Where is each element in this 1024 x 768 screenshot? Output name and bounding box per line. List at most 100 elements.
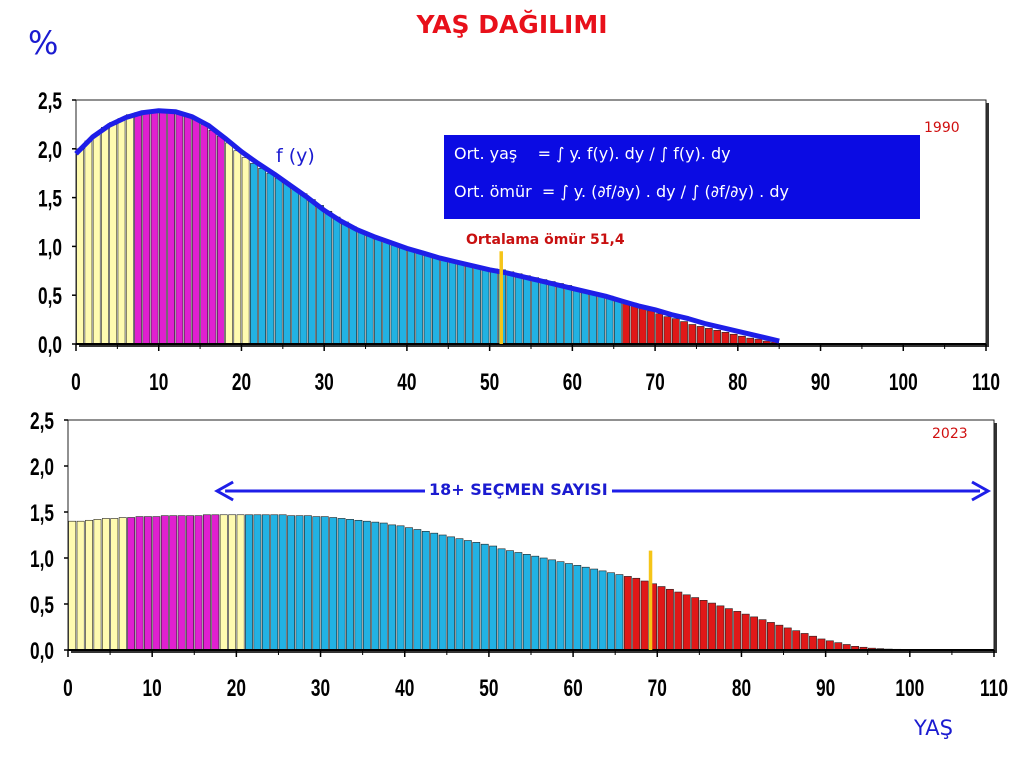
chart1-bar [647,310,655,345]
chart1-bar [233,150,242,345]
chart1-bar [539,279,548,345]
chart2-bar [800,633,809,651]
chart1-bar [688,324,697,345]
chart1-bar [440,257,448,345]
chart1-x-tick-label: 20 [232,369,251,395]
chart1-year-label: 1990 [924,120,960,136]
chart2-bar [480,543,489,651]
chart2-bar [177,515,186,651]
chart1-bar [101,127,109,345]
chart2-bar [421,531,430,651]
chart2-bar [775,624,784,651]
chart1-bar [614,298,622,345]
chart2-bar [733,611,742,651]
chart2-bar [607,572,615,651]
chart1-bar [489,268,498,345]
chart2-bar [211,514,220,651]
chart1-bar [655,313,664,345]
chart1-bar [283,182,291,345]
chart1-bar [349,226,357,345]
chart1-bar [589,291,597,345]
chart2-bar [573,565,582,651]
chart1-x-tick-label: 50 [480,369,499,395]
chart2-bar [110,518,119,651]
chart2-bar [354,519,363,651]
chart2-bar [497,548,506,651]
chart2-x-tick-label: 20 [227,675,246,701]
chart2-bar [463,540,472,651]
chart1-bar [92,133,101,345]
chart2-bar [118,517,127,651]
chart1-curve-fy [74,108,780,344]
chart1-bar [448,259,457,345]
chart1-x-tick-label: 30 [315,369,334,395]
chart1-bar [572,288,581,345]
chart1-x-tick-label: 60 [563,369,582,395]
chart2-bar [489,545,498,651]
chart1-bar [390,243,399,345]
chart2-bar [101,518,110,651]
chart2-bar [169,515,178,651]
chart1-bar [134,112,142,345]
chart2-bar [68,520,77,651]
chart2-bar [371,521,380,651]
chart2-bar [362,520,371,651]
chart1-y-tick-label: 1,5 [38,186,62,212]
chart2-bar [674,591,683,651]
chart2-bar [564,563,573,651]
chart1-x-tick-label: 80 [728,369,747,395]
chart1-bar [398,246,407,345]
chart2-bar [160,515,169,651]
chart2-bar [329,517,338,651]
chart2-bar [127,517,136,651]
chart2-y-tick-label: 1,5 [30,500,54,526]
chart1-bar [514,273,523,345]
x-unit-label: YAŞ [914,716,953,740]
chart2-bar [708,602,716,651]
chart1-bar [365,234,374,345]
chart1-bar [564,285,573,345]
chart2-bar [186,515,194,651]
chart2-x-tick-label: 10 [143,675,162,701]
chart2-x-tick-label: 90 [816,675,835,701]
chart1-bar [729,333,738,345]
chart1-bar [150,109,159,345]
chart2-bar [699,600,708,651]
chart2-bar [152,516,161,651]
chart1-bar [200,124,209,345]
chart2-bar [438,534,447,651]
chart2-year-label: 2023 [932,426,968,442]
chart1-y-tick-label: 0,0 [38,332,62,358]
chart2-bar [665,588,674,651]
mean-lifespan-label: Ortalama ömür 51,4 [466,232,625,248]
chart1-bar [547,281,556,345]
chart2-bar [337,518,346,651]
chart2-bar [817,638,826,651]
chart2-bar [278,514,287,651]
chart2-bar [304,515,312,651]
chart1-bar [183,115,192,345]
chart2-bar [691,597,700,651]
chart2-bar [750,616,758,651]
chart2-bar [716,605,725,651]
chart2-bar [76,520,85,651]
chart2-bar [556,561,565,651]
chart2-bar [261,514,270,651]
chart1-bar [415,250,424,345]
chart1-bar [76,148,84,345]
chart2-bar [522,554,531,651]
chart2-y-tick-label: 2,0 [30,454,54,480]
chart1-bar [216,135,225,345]
chart1-bar [291,188,300,345]
chart2-bar [202,514,211,651]
chart2-bar [472,542,481,651]
chart2-bar [194,515,203,651]
chart2-x-tick-label: 70 [648,675,667,701]
chart1-bar [713,330,721,345]
chart1-bar [341,221,349,345]
chart2-bar [657,586,666,651]
chart2-bar [270,514,279,651]
chart1-bar [738,335,746,345]
chart2-x-tick-label: 100 [895,675,924,701]
chart2-bar [219,514,228,651]
